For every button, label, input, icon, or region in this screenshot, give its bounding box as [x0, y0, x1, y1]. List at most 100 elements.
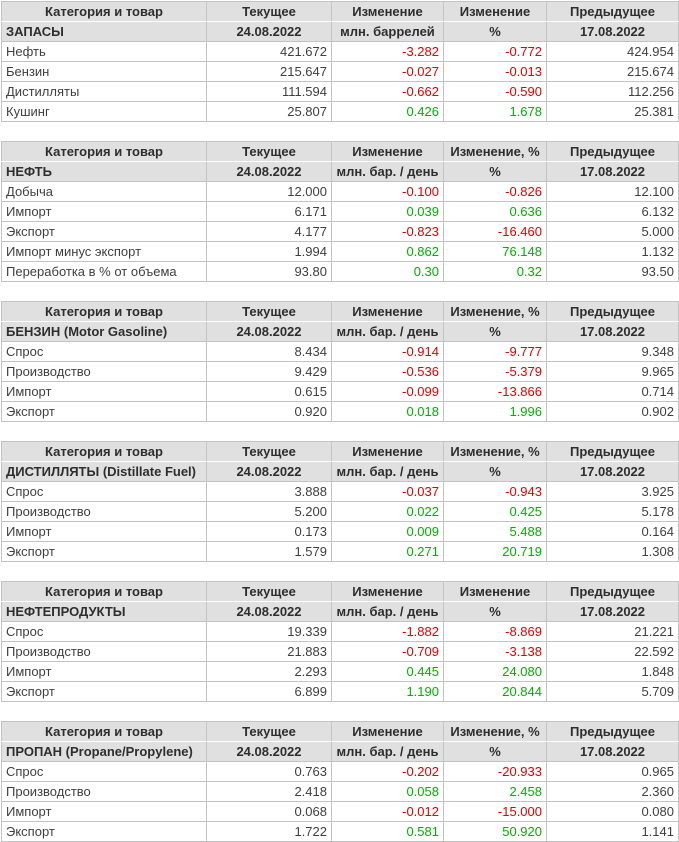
- previous-value-cell: 112.256: [546, 81, 679, 102]
- category-cell: Переработка в % от объема: [1, 261, 207, 282]
- current-value-cell: 9.429: [206, 361, 332, 382]
- current-date-header: 24.08.2022: [206, 21, 332, 42]
- change-unit-header: млн. бар. / день: [331, 461, 444, 482]
- change-pct-unit-header: %: [443, 741, 547, 762]
- col-header-previous: Предыдущее: [546, 441, 679, 462]
- change-value-cell: 0.009: [331, 521, 444, 542]
- category-cell: Спрос: [1, 341, 207, 362]
- category-cell: Производство: [1, 781, 207, 802]
- current-value-cell: 25.807: [206, 101, 332, 122]
- change-pct-cell: -13.866: [443, 381, 547, 402]
- previous-date-header: 17.08.2022: [546, 321, 679, 342]
- stats-table: Категория и товар Текущее Изменение Изме…: [1, 141, 679, 282]
- col-header-change-pct: Изменение, %: [443, 441, 547, 462]
- table-row: Производство 2.418 0.058 2.458 2.360: [1, 781, 679, 802]
- change-value-cell: 0.058: [331, 781, 444, 802]
- category-cell: Спрос: [1, 761, 207, 782]
- current-date-header: 24.08.2022: [206, 601, 332, 622]
- category-cell: Экспорт: [1, 681, 207, 702]
- header-row-top: Категория и товар Текущее Изменение Изме…: [1, 1, 679, 22]
- table-row: Экспорт 6.899 1.190 20.844 5.709: [1, 681, 679, 702]
- category-cell: Производство: [1, 501, 207, 522]
- previous-value-cell: 5.709: [546, 681, 679, 702]
- change-pct-cell: 0.425: [443, 501, 547, 522]
- current-value-cell: 19.339: [206, 621, 332, 642]
- current-value-cell: 1.994: [206, 241, 332, 262]
- header-row-sub: НЕФТЬ 24.08.2022 млн. бар. / день % 17.0…: [1, 161, 679, 182]
- col-header-change-pct: Изменение: [443, 581, 547, 602]
- category-cell: Производство: [1, 361, 207, 382]
- change-value-cell: -0.099: [331, 381, 444, 402]
- category-cell: Импорт: [1, 521, 207, 542]
- col-header-change: Изменение: [331, 581, 444, 602]
- category-cell: Импорт: [1, 661, 207, 682]
- stats-table: Категория и товар Текущее Изменение Изме…: [1, 441, 679, 562]
- change-pct-unit-header: %: [443, 161, 547, 182]
- table-row: Производство 21.883 -0.709 -3.138 22.592: [1, 641, 679, 662]
- table-body: Нефть 421.672 -3.282 -0.772 424.954 Бенз…: [1, 41, 679, 122]
- stats-table: Категория и товар Текущее Изменение Изме…: [1, 301, 679, 422]
- change-value-cell: -3.282: [331, 41, 444, 62]
- table-body: Спрос 0.763 -0.202 -20.933 0.965 Произво…: [1, 761, 679, 842]
- change-pct-cell: 20.719: [443, 541, 547, 562]
- change-pct-cell: -0.772: [443, 41, 547, 62]
- previous-value-cell: 5.178: [546, 501, 679, 522]
- change-unit-header: млн. бар. / день: [331, 321, 444, 342]
- col-header-change: Изменение: [331, 301, 444, 322]
- category-cell: Экспорт: [1, 541, 207, 562]
- change-pct-cell: -0.590: [443, 81, 547, 102]
- category-cell: Добыча: [1, 181, 207, 202]
- change-value-cell: 0.039: [331, 201, 444, 222]
- change-pct-cell: -9.777: [443, 341, 547, 362]
- table-row: Экспорт 0.920 0.018 1.996 0.902: [1, 401, 679, 422]
- table-row: Кушинг 25.807 0.426 1.678 25.381: [1, 101, 679, 122]
- change-value-cell: -0.662: [331, 81, 444, 102]
- col-header-category: Категория и товар: [1, 721, 207, 742]
- change-value-cell: -0.914: [331, 341, 444, 362]
- previous-value-cell: 9.348: [546, 341, 679, 362]
- previous-value-cell: 1.132: [546, 241, 679, 262]
- current-value-cell: 2.293: [206, 661, 332, 682]
- change-value-cell: -0.202: [331, 761, 444, 782]
- change-unit-header: млн. бар. / день: [331, 161, 444, 182]
- category-cell: Импорт: [1, 801, 207, 822]
- category-cell: Импорт: [1, 201, 207, 222]
- category-cell: Спрос: [1, 621, 207, 642]
- table-row: Импорт 6.171 0.039 0.636 6.132: [1, 201, 679, 222]
- current-value-cell: 1.579: [206, 541, 332, 562]
- section-title: БЕНЗИН (Motor Gasoline): [1, 321, 207, 342]
- previous-value-cell: 1.141: [546, 821, 679, 842]
- col-header-current: Текущее: [206, 581, 332, 602]
- change-value-cell: -1.882: [331, 621, 444, 642]
- col-header-change-pct: Изменение, %: [443, 301, 547, 322]
- change-value-cell: -0.536: [331, 361, 444, 382]
- col-header-current: Текущее: [206, 721, 332, 742]
- header-row-sub: ПРОПАН (Propane/Propylene) 24.08.2022 мл…: [1, 741, 679, 762]
- current-value-cell: 5.200: [206, 501, 332, 522]
- col-header-category: Категория и товар: [1, 301, 207, 322]
- change-pct-unit-header: %: [443, 461, 547, 482]
- stats-table: Категория и товар Текущее Изменение Изме…: [1, 721, 679, 842]
- current-value-cell: 215.647: [206, 61, 332, 82]
- previous-value-cell: 25.381: [546, 101, 679, 122]
- header-row-sub: БЕНЗИН (Motor Gasoline) 24.08.2022 млн. …: [1, 321, 679, 342]
- change-pct-cell: 50.920: [443, 821, 547, 842]
- section-title: ДИСТИЛЛЯТЫ (Distillate Fuel): [1, 461, 207, 482]
- table-row: Спрос 3.888 -0.037 -0.943 3.925: [1, 481, 679, 502]
- header-row-top: Категория и товар Текущее Изменение Изме…: [1, 581, 679, 602]
- change-pct-cell: -0.943: [443, 481, 547, 502]
- table-row: Импорт 0.173 0.009 5.488 0.164: [1, 521, 679, 542]
- current-date-header: 24.08.2022: [206, 461, 332, 482]
- header-row-top: Категория и товар Текущее Изменение Изме…: [1, 301, 679, 322]
- change-unit-header: млн. бар. / день: [331, 741, 444, 762]
- change-value-cell: -0.709: [331, 641, 444, 662]
- table-row: Спрос 19.339 -1.882 -8.869 21.221: [1, 621, 679, 642]
- change-value-cell: -0.012: [331, 801, 444, 822]
- change-pct-cell: 0.32: [443, 261, 547, 282]
- col-header-category: Категория и товар: [1, 441, 207, 462]
- category-cell: Бензин: [1, 61, 207, 82]
- col-header-current: Текущее: [206, 141, 332, 162]
- table-row: Переработка в % от объема 93.80 0.30 0.3…: [1, 261, 679, 282]
- change-pct-unit-header: %: [443, 21, 547, 42]
- category-cell: Экспорт: [1, 821, 207, 842]
